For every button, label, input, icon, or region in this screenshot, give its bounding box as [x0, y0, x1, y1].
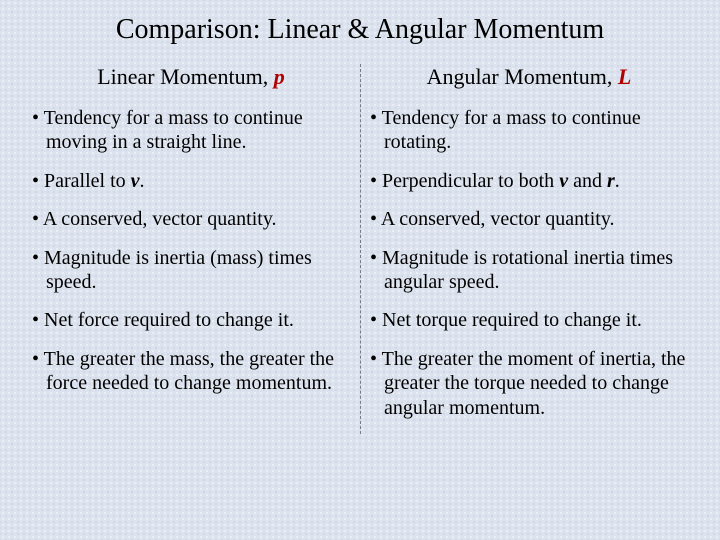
var-v: v [131, 170, 140, 192]
linear-bullet-3: • A conserved, vector quantity. [32, 207, 350, 231]
comparison-columns: Linear Momentum, p • Tendency for a mass… [32, 64, 688, 434]
angular-symbol-L: L [618, 64, 631, 89]
angular-bullet-3: • A conserved, vector quantity. [370, 207, 688, 231]
var-v-2: v [559, 170, 568, 192]
var-r: r [607, 170, 615, 192]
linear-bullet-6: • The greater the mass, the greater the … [32, 347, 350, 396]
angular-b2-post: . [615, 170, 620, 192]
angular-bullet-2: • Perpendicular to both v and r. [370, 169, 688, 193]
linear-bullet-5: • Net force required to change it. [32, 308, 350, 332]
linear-header-prefix: Linear Momentum, [97, 64, 274, 89]
column-divider [360, 64, 361, 434]
angular-bullet-4: • Magnitude is rotational inertia times … [370, 246, 688, 295]
linear-bullet-1: • Tendency for a mass to continue moving… [32, 106, 350, 155]
linear-b2-pre: • Parallel to [32, 170, 131, 192]
linear-bullet-2: • Parallel to v. [32, 169, 350, 193]
angular-b2-mid: and [568, 170, 607, 192]
angular-bullet-1: • Tendency for a mass to continue rotati… [370, 106, 688, 155]
linear-bullet-4: • Magnitude is inertia (mass) times spee… [32, 246, 350, 295]
linear-b2-post: . [140, 170, 145, 192]
linear-header: Linear Momentum, p [32, 64, 350, 90]
angular-bullet-6: • The greater the moment of inertia, the… [370, 347, 688, 420]
angular-column: Angular Momentum, L • Tendency for a mas… [360, 64, 688, 434]
angular-bullet-5: • Net torque required to change it. [370, 308, 688, 332]
slide-title: Comparison: Linear & Angular Momentum [32, 14, 688, 46]
angular-header: Angular Momentum, L [370, 64, 688, 90]
angular-header-prefix: Angular Momentum, [427, 64, 618, 89]
linear-column: Linear Momentum, p • Tendency for a mass… [32, 64, 360, 434]
linear-symbol-p: p [274, 64, 285, 89]
angular-b2-pre: • Perpendicular to both [370, 170, 559, 192]
